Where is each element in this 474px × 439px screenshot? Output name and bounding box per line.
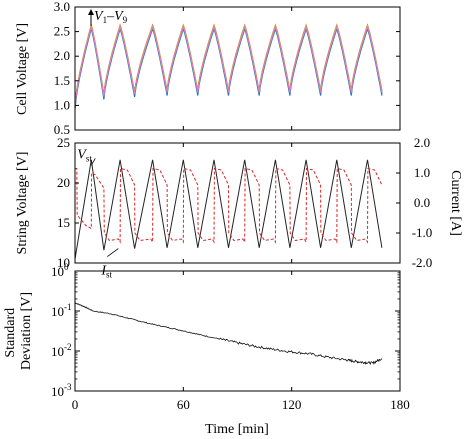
stddev-y-tick-exp--1: -1: [64, 302, 72, 312]
string-current-series: [75, 167, 383, 244]
standard-deviation-y-label-line2: Deviation [V]: [19, 292, 34, 370]
string-voltage-x-ticks: [74, 143, 401, 263]
stddev-x-tick-label-60: 60: [177, 397, 190, 412]
current-y2-ticks: -2.0 -1.0 0.0 1.0 2.0: [396, 135, 432, 270]
cell-voltage-panel: 0.5 1.0 1.5 2.0 2.5 3.0 Cell Voltage [V] V1–V…: [15, 0, 401, 137]
current-y2-label: Current [A]: [448, 170, 463, 236]
stddev-y-tick-label--3: 10-3: [51, 382, 72, 399]
cell-voltage-y-tick-label-1.0: 1.0: [54, 97, 70, 112]
cell-voltage-annotation-symbol: V: [94, 9, 104, 24]
string-annotation-leader-1: [90, 158, 96, 166]
stddev-y-tick-base--1: 10: [51, 304, 64, 319]
string-annotation-leader-2: [107, 248, 119, 257]
string-voltage-y-tick-label-10: 10: [57, 255, 70, 270]
cell-voltage-annotation-sub1: 1: [103, 15, 108, 25]
string-annotation-1: Vst: [77, 147, 92, 163]
cell-voltage-annotation-symbol2: V: [114, 9, 124, 24]
stddev-y-tick-exp-0: 0: [64, 262, 69, 272]
stddev-y-tick-label--1: 10-1: [51, 302, 72, 319]
cell-voltage-y-label: Cell Voltage [V]: [15, 23, 30, 115]
standard-deviation-x-ticks: 0 60 120 180: [72, 271, 410, 412]
string-annotation-symbol-1: V: [77, 147, 87, 162]
cell-voltage-plot-frame: [74, 6, 401, 131]
stddev-x-tick-label-120: 120: [282, 397, 302, 412]
cell-voltage-annotation-arrowhead: [88, 9, 94, 15]
current-y2-tick-label--1.0: -1.0: [412, 225, 433, 240]
string-voltage-series: [74, 159, 383, 260]
cell-voltage-y-tick-label-2.5: 2.5: [54, 24, 70, 39]
standard-deviation-series-group: [74, 302, 383, 365]
standard-deviation-plot-frame: [74, 270, 401, 392]
cell-voltage-annotation: V1–V9: [94, 9, 128, 25]
stddev-x-tick-label-180: 180: [390, 397, 410, 412]
cell-voltage-series-9: [74, 25, 383, 107]
standard-deviation-y-label: Standard Deviation [V]: [3, 292, 34, 370]
cell-voltage-y-tick-label-2.0: 2.0: [54, 48, 70, 63]
current-y2-tick-label--2.0: -2.0: [412, 255, 433, 270]
cell-voltage-x-ticks: [74, 7, 401, 130]
cell-voltage-y-ticks: 0.5 1.0 1.5 2.0 2.5 3.0: [54, 0, 400, 137]
cell-voltage-y-tick-label-0.5: 0.5: [54, 122, 70, 137]
stddev-y-tick-base--2: 10: [51, 344, 64, 359]
cell-voltage-series-7: [74, 26, 383, 110]
standard-deviation-series: [74, 302, 383, 365]
stddev-x-tick-label-0: 0: [72, 397, 79, 412]
cell-voltage-y-tick-label-1.5: 1.5: [54, 73, 70, 88]
stddev-y-tick-label-0: 100: [51, 262, 69, 279]
cell-voltage-y-tick-label-3.0: 3.0: [54, 0, 70, 14]
string-voltage-y-tick-label-20: 20: [57, 175, 70, 190]
stddev-y-tick-base--3: 10: [51, 384, 64, 399]
cell-voltage-annotation-dash: –: [106, 9, 115, 24]
current-y2-tick-label-0.0: 0.0: [414, 195, 430, 210]
string-annotation-sub-2: st: [106, 270, 113, 280]
string-voltage-series-group: [74, 159, 383, 260]
stddev-y-tick-label--2: 10-2: [51, 342, 72, 359]
string-voltage-y-label: String Voltage [V]: [15, 152, 30, 255]
cell-voltage-series-5: [74, 27, 383, 109]
x-axis-label: Time [min]: [205, 422, 269, 437]
cell-voltage-series-group: [74, 23, 383, 110]
stddev-y-tick-base-0: 10: [51, 264, 64, 279]
string-voltage-y-tick-label-15: 15: [57, 215, 70, 230]
string-voltage-panel: 10 15 20 25 -2.0 -1.0 0.0 1.0 2.0 String Voltag…: [15, 135, 463, 280]
string-annotation-2: Ist: [100, 264, 112, 280]
stddev-y-tick-exp--2: -2: [64, 342, 72, 352]
current-y2-tick-label-2.0: 2.0: [414, 135, 430, 150]
stddev-y-tick-exp--3: -3: [64, 382, 72, 392]
string-voltage-y-ticks: 10 15 20 25: [57, 135, 79, 270]
current-y2-tick-label-1.0: 1.0: [414, 165, 430, 180]
string-annotation-sub-1: st: [86, 153, 93, 163]
cell-voltage-annotation-sub2: 9: [123, 15, 128, 25]
string-voltage-y-tick-label-25: 25: [57, 135, 70, 150]
standard-deviation-y-label-line1: Standard: [3, 308, 18, 358]
